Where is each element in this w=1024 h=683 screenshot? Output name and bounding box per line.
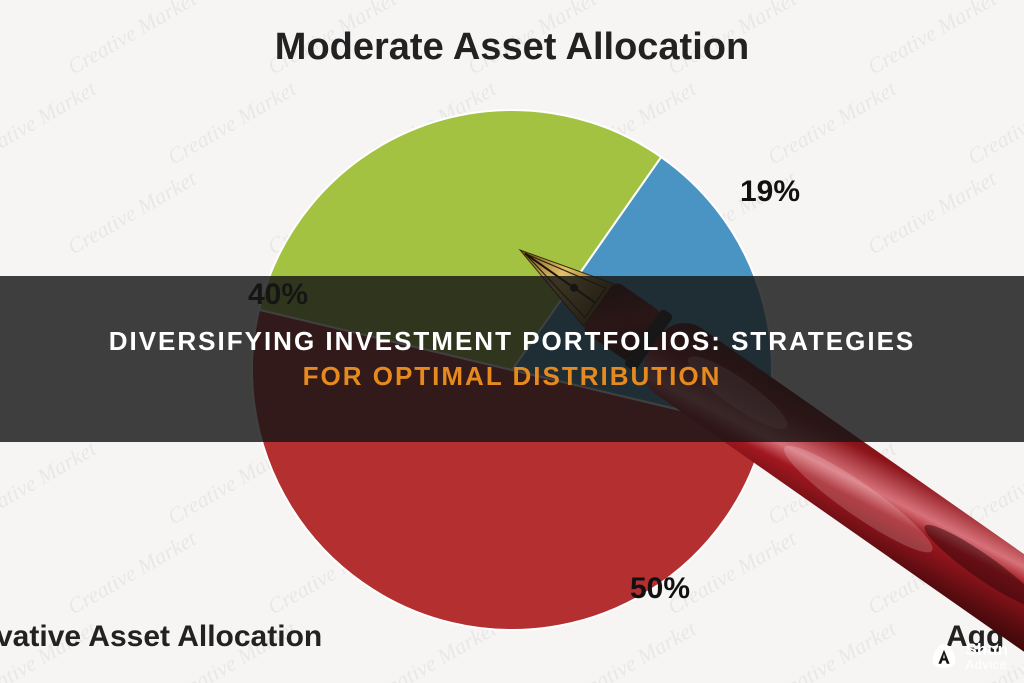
brand-line2: Advice	[966, 658, 1009, 671]
stage: Creative MarketCreative MarketCreative M…	[0, 0, 1024, 683]
headline-line2: FOR OPTIMAL DISTRIBUTION	[303, 361, 722, 391]
brand-text: Shun Advice	[966, 641, 1009, 671]
brand-logo-icon	[930, 642, 958, 670]
headline-text: DIVERSIFYING INVESTMENT PORTFOLIOS: STRA…	[109, 324, 916, 394]
headline-line1: DIVERSIFYING INVESTMENT PORTFOLIOS: STRA…	[109, 326, 916, 356]
headline-overlay: DIVERSIFYING INVESTMENT PORTFOLIOS: STRA…	[0, 276, 1024, 442]
brand-line1: Shun	[966, 641, 1009, 658]
brand-badge: Shun Advice	[930, 641, 1009, 671]
